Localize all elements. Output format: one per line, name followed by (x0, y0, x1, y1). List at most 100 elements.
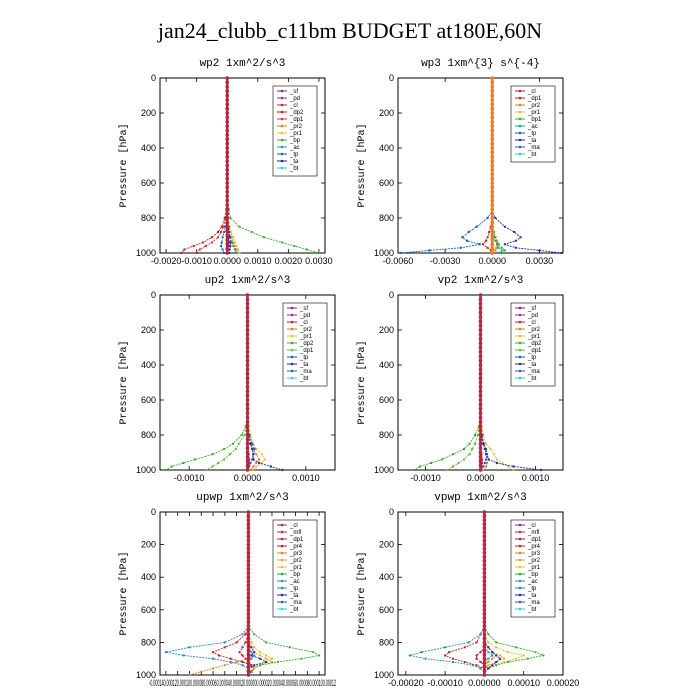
zero-line-point (490, 242, 495, 247)
series-point (428, 249, 431, 252)
legend-marker (290, 306, 294, 310)
zero-line-point (246, 624, 251, 628)
zero-line-point (490, 220, 495, 225)
legend-marker (280, 152, 284, 156)
x-tick-label: 0.00020 (547, 678, 580, 688)
y-axis-label: Pressure [hPa] (356, 551, 368, 635)
zero-line-point (245, 402, 250, 407)
y-tick-label: 0 (389, 73, 394, 83)
zero-line-point (225, 233, 230, 238)
legend-marker (518, 334, 522, 338)
zero-line-point (478, 328, 483, 332)
zero-line-point (246, 603, 251, 608)
zero-line-point (490, 246, 495, 251)
panel-title: upwp 1xm^2/s^3 (196, 492, 288, 504)
panel-title: vpwp 1xm^2/s^3 (434, 492, 526, 504)
series-point (482, 465, 485, 468)
zero-line-point (246, 567, 251, 571)
legend-marker (280, 586, 284, 590)
legend-label: _ac (289, 579, 300, 585)
series-point (188, 674, 191, 676)
series-point (486, 216, 489, 220)
zero-line-point (478, 315, 483, 319)
series-point (269, 465, 273, 468)
y-tick-label: 600 (379, 178, 394, 188)
axes-frame (397, 77, 564, 254)
zero-line-point (245, 441, 250, 446)
legend-label: _bp1 (527, 117, 542, 123)
panel-1: wp2 1xm^2/s^3 0 200 400 600 800 1000 Pressure [… (118, 58, 333, 266)
zero-line-point (225, 176, 230, 181)
series-point (494, 246, 497, 249)
zero-line-point (225, 154, 230, 159)
zero-line-point (490, 159, 495, 163)
series-point (493, 453, 496, 456)
zero-line-point (246, 559, 251, 563)
zero-line-point (478, 441, 483, 446)
series-point (164, 651, 167, 654)
zero-line-point (225, 189, 230, 194)
zero-line-point (225, 124, 230, 128)
series-line-tp (409, 512, 485, 675)
legend-marker (518, 600, 522, 604)
series-point (479, 633, 482, 636)
panel-6: vpwp 1xm^2/s^3 0 200 400 600 800 1000 Pressure … (356, 492, 579, 688)
legend-marker (280, 544, 284, 548)
series-point (253, 664, 256, 667)
legend-label: _dp1 (527, 537, 542, 543)
series-point (224, 225, 227, 228)
series-point (250, 664, 253, 667)
x-tick-label: 0.0010 (292, 473, 320, 483)
zero-line-point (490, 141, 495, 146)
zero-line-point (246, 550, 251, 555)
zero-line-point (482, 550, 487, 555)
series-point (481, 462, 484, 464)
legend-marker (518, 586, 522, 590)
series-point (503, 243, 506, 246)
zero-line-point (490, 233, 495, 238)
series-point (420, 651, 423, 654)
series-point (250, 654, 253, 657)
series-point (465, 239, 469, 242)
legend-marker (518, 376, 522, 380)
series-point (539, 468, 543, 472)
legend-marker (518, 103, 522, 107)
zero-line-point (478, 293, 483, 297)
series-point (200, 670, 203, 673)
series-point (467, 641, 470, 644)
legend-label: _pr1 (527, 565, 541, 571)
zero-line-point (245, 354, 250, 359)
zero-line-point (490, 194, 495, 198)
series-point (497, 243, 500, 246)
legend-marker (518, 89, 522, 93)
series-point (281, 468, 284, 472)
zero-line-point (478, 393, 483, 398)
series-point (231, 442, 234, 445)
series-point (487, 650, 490, 654)
series-point (250, 646, 253, 649)
zero-line-point (490, 80, 495, 85)
series-point (235, 248, 238, 251)
series-point (258, 458, 261, 461)
zero-line-point (246, 571, 251, 575)
zero-line-point (478, 376, 483, 380)
series-point (463, 660, 466, 663)
series-point (211, 453, 214, 456)
zero-line-point (246, 563, 251, 567)
y-tick-label: 1000 (374, 465, 394, 475)
legend-label: _pr1 (527, 334, 541, 340)
legend-marker (280, 600, 284, 604)
panel-4: vp2 1xm^2/s^3 0 200 400 600 800 1000 Pressure [… (356, 275, 564, 483)
zero-line-point (490, 163, 495, 168)
series-point (220, 241, 223, 244)
zero-line-point (478, 323, 483, 328)
legend-marker (290, 320, 294, 324)
zero-line-point (246, 644, 251, 649)
series-point (217, 461, 220, 465)
series-point (487, 667, 490, 670)
zero-line-point (478, 437, 483, 442)
zero-line-point (225, 251, 230, 255)
zero-line-point (490, 172, 495, 177)
x-tick-label: 0.0020 (275, 256, 303, 266)
legend-label: _pr2 (289, 124, 303, 130)
